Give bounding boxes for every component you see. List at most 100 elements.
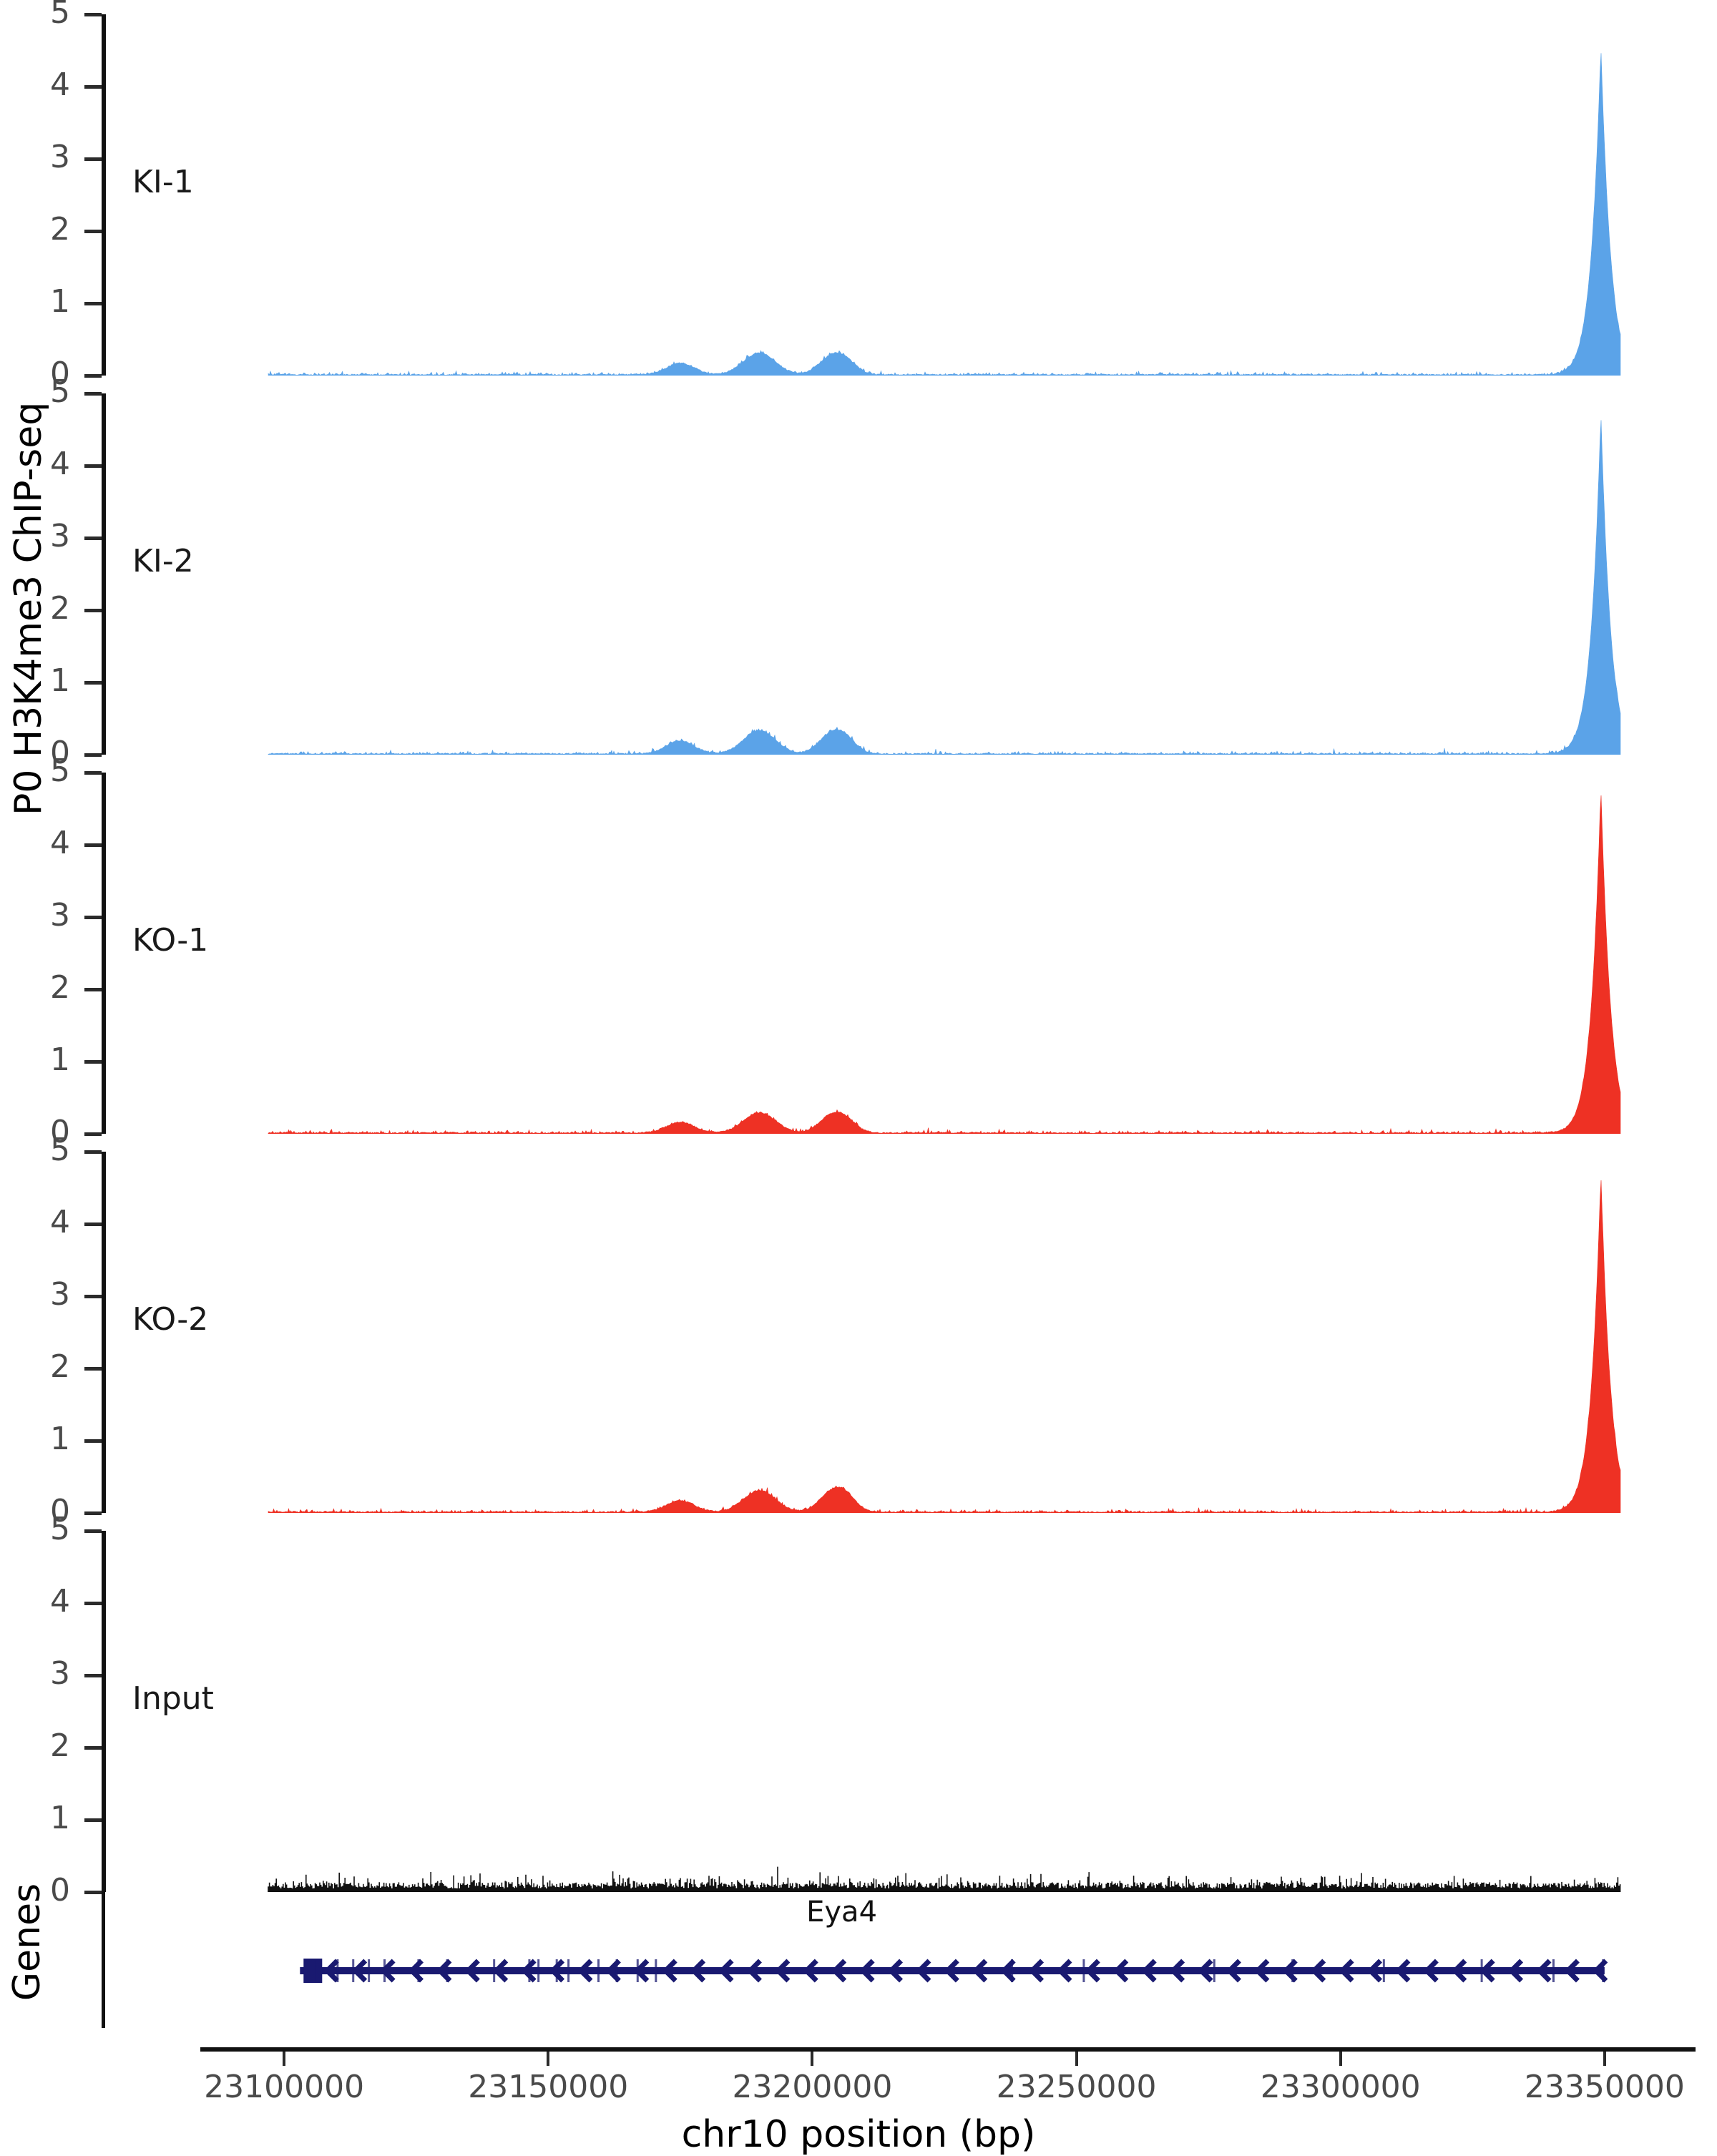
y-tick bbox=[84, 1132, 102, 1136]
gene-exon-tick bbox=[1082, 1959, 1085, 1982]
x-tick bbox=[1075, 2052, 1078, 2066]
gene-strand-arrow bbox=[521, 1959, 537, 1983]
x-tick-label: 23200000 bbox=[732, 2069, 893, 2105]
y-tick bbox=[84, 13, 102, 16]
gene-exon-tick bbox=[615, 1959, 618, 1982]
gene-exon-tick bbox=[1213, 1959, 1215, 1982]
y-axis-spine bbox=[102, 773, 106, 1134]
signal-plot-area[interactable] bbox=[106, 393, 1717, 755]
y-tick-label: 4 bbox=[50, 1204, 70, 1240]
gene-strand-arrow bbox=[1507, 1959, 1524, 1983]
coverage-signal bbox=[268, 795, 1621, 1134]
gene-exon-tick bbox=[567, 1959, 570, 1982]
gene-exon-tick bbox=[537, 1959, 540, 1982]
gene-strand-arrow bbox=[1141, 1959, 1157, 1983]
gene-strand-arrow bbox=[323, 1959, 339, 1983]
x-tick bbox=[1339, 2052, 1342, 2066]
gene-strand-arrow bbox=[408, 1959, 424, 1983]
y-tick-label: 5 bbox=[50, 753, 70, 789]
x-tick-label: 23250000 bbox=[996, 2069, 1157, 2105]
y-tick-label: 2 bbox=[50, 211, 70, 248]
gene-exon-tick bbox=[1552, 1959, 1555, 1982]
y-axis-spine bbox=[102, 1531, 106, 1892]
y-axis-spine bbox=[102, 393, 106, 755]
gene-exon-tick bbox=[336, 1959, 339, 1982]
track-label-ki-1: KI-1 bbox=[132, 164, 194, 201]
gene-strand-arrow bbox=[690, 1959, 706, 1983]
signal-plot-area[interactable] bbox=[106, 1152, 1717, 1513]
y-tick-label: 2 bbox=[50, 1348, 70, 1385]
y-tick-label: 3 bbox=[50, 518, 70, 554]
x-tick bbox=[811, 2052, 814, 2066]
gene-strand-arrow bbox=[380, 1959, 396, 1983]
gene-strand-arrow bbox=[1564, 1959, 1580, 1983]
y-tick-label: 3 bbox=[50, 139, 70, 175]
gene-strand-arrow bbox=[464, 1959, 480, 1983]
gene-exon-tick bbox=[1602, 1959, 1605, 1982]
gene-strand-arrow bbox=[1536, 1959, 1552, 1983]
gene-body-line bbox=[300, 1967, 1605, 1974]
gene-strand-arrow bbox=[1451, 1959, 1467, 1983]
y-tick bbox=[84, 85, 102, 89]
x-axis-line bbox=[200, 2047, 1696, 2052]
gene-exon-tick bbox=[417, 1959, 420, 1982]
gene-strand-arrow bbox=[1479, 1959, 1495, 1983]
gene-strand-arrow bbox=[774, 1959, 791, 1983]
y-tick-label: 1 bbox=[50, 283, 70, 320]
gene-track-spine bbox=[102, 1856, 105, 2028]
gene-strand-arrow bbox=[831, 1959, 847, 1983]
signal-track-ki-1: 5 4 3 2 1 0 KI-1 bbox=[0, 0, 1717, 390]
x-tick-label: 23100000 bbox=[204, 2069, 365, 2105]
signal-track-ki-2: 5 4 3 2 1 0 KI-2 bbox=[0, 376, 1717, 769]
y-tick bbox=[84, 1529, 102, 1533]
x-tick-label: 23350000 bbox=[1524, 2069, 1685, 2105]
gene-strand-arrow bbox=[1057, 1959, 1072, 1983]
signal-plot-area[interactable] bbox=[106, 773, 1717, 1134]
signal-track-ko-2: 5 4 3 2 1 0 KO-2 bbox=[0, 1135, 1717, 1527]
gene-exon-tick bbox=[1011, 1959, 1014, 1982]
y-tick bbox=[84, 230, 102, 233]
y-tick bbox=[84, 1674, 102, 1677]
gene-strand-arrow bbox=[549, 1959, 565, 1983]
gene-strand-arrow bbox=[887, 1959, 904, 1983]
y-tick-label: 4 bbox=[50, 446, 70, 482]
gene-strand-arrow bbox=[746, 1959, 762, 1983]
y-tick-label: 1 bbox=[50, 1800, 70, 1836]
gene-exon-tick bbox=[368, 1959, 371, 1982]
track-label-input: Input bbox=[132, 1680, 214, 1718]
y-axis-spine bbox=[102, 1152, 106, 1513]
gene-track-panel: Genes Eya4 bbox=[0, 1856, 1717, 2042]
coverage-signal bbox=[268, 1180, 1621, 1513]
gene-strand-arrow bbox=[1423, 1959, 1439, 1983]
y-tick bbox=[84, 464, 102, 468]
y-tick-label: 3 bbox=[50, 1276, 70, 1313]
signal-plot-area[interactable] bbox=[106, 1531, 1717, 1892]
x-tick-label: 23150000 bbox=[468, 2069, 629, 2105]
y-tick bbox=[84, 1602, 102, 1605]
y-tick bbox=[84, 916, 102, 919]
y-tick bbox=[84, 843, 102, 847]
y-tick bbox=[84, 1818, 102, 1822]
y-tick bbox=[84, 1295, 102, 1298]
y-tick bbox=[84, 609, 102, 612]
y-tick bbox=[84, 1367, 102, 1371]
x-axis-title: chr10 position (bp) bbox=[681, 2113, 1036, 2156]
y-tick bbox=[84, 302, 102, 305]
signal-plot-area[interactable] bbox=[106, 14, 1717, 376]
gene-strand-arrow bbox=[605, 1959, 621, 1983]
y-tick-label: 0 bbox=[50, 356, 70, 392]
gene-strand-arrow bbox=[1112, 1959, 1129, 1983]
y-tick-label: 3 bbox=[50, 1655, 70, 1692]
track-label-ko-1: KO-1 bbox=[132, 922, 209, 959]
y-tick bbox=[84, 392, 102, 396]
track-label-ko-2: KO-2 bbox=[132, 1301, 209, 1338]
gene-strand-arrow bbox=[718, 1959, 734, 1983]
y-tick-label: 5 bbox=[50, 1511, 70, 1547]
gene-strand-arrow bbox=[1169, 1959, 1185, 1983]
gene-exon-tick bbox=[597, 1959, 600, 1982]
gene-strand-arrow bbox=[859, 1959, 875, 1983]
x-tick bbox=[1603, 2052, 1606, 2066]
gene-exon-tick bbox=[315, 1959, 318, 1982]
y-tick-label: 4 bbox=[50, 825, 70, 861]
